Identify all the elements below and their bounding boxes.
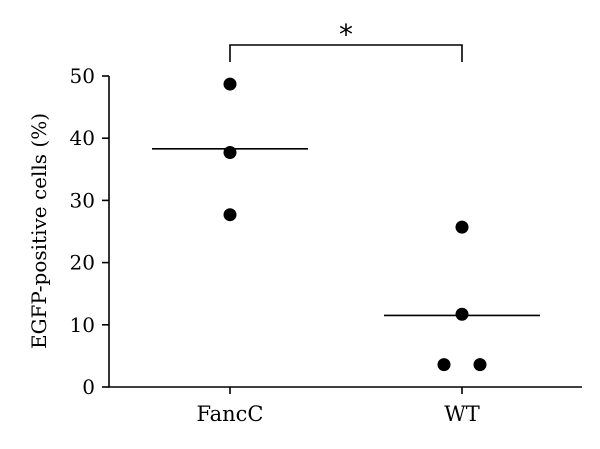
y-tick-label: 50 [70,64,95,88]
data-points [223,77,487,372]
y-tick-label: 10 [70,313,95,337]
y-axis-label: EGFP-positive cells (%) [27,113,51,349]
y-tick-label: 0 [82,375,95,399]
data-point [223,208,237,222]
significance-bracket [229,44,463,62]
data-point [455,307,469,321]
significance-label: * [339,18,353,51]
axes [108,76,582,388]
y-tick-label: 20 [70,251,95,275]
data-point [473,358,487,372]
y-tick-label: 30 [70,188,95,212]
data-point [437,358,451,372]
data-point [223,77,237,91]
x-tick-label: WT [444,402,480,426]
data-point [223,146,237,160]
x-tick-label: FancC [196,402,263,426]
annotations: * [229,18,463,62]
mean-lines [152,147,540,317]
y-ticks: 0 10 20 30 40 50 [70,64,109,399]
y-tick-label: 40 [70,126,95,150]
data-point [455,220,469,234]
x-ticks: FancC WT [196,387,480,426]
